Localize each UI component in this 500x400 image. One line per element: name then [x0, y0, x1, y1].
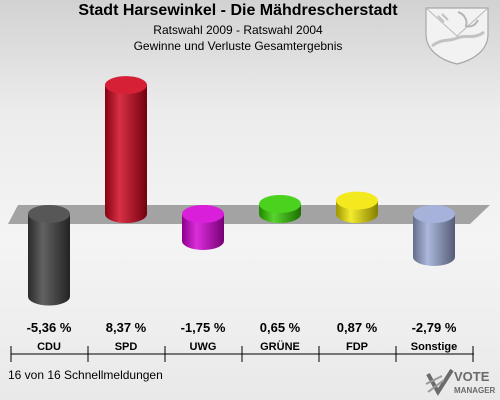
- category-label: CDU: [37, 341, 61, 353]
- value-label: -2,79 %: [412, 320, 457, 335]
- bar-sonstige: [413, 205, 455, 266]
- brand-line-1: VOTE: [454, 369, 490, 384]
- value-label: 8,37 %: [106, 320, 147, 335]
- category-label: Sonstige: [411, 341, 457, 353]
- value-label: -1,75 %: [181, 320, 226, 335]
- chart-subtitle-2: Gewinne und Verluste Gesamtergebnis: [133, 39, 343, 53]
- coat-of-arms-icon: [425, 7, 489, 65]
- check-cross-icon: [425, 368, 454, 396]
- chart-subtitle: Ratswahl 2009 - Ratswahl 2004: [153, 23, 323, 37]
- category-label: GRÜNE: [260, 340, 300, 353]
- value-label: 0,87 %: [337, 320, 378, 335]
- bar-grüne: [259, 194, 301, 223]
- chart-title: Stadt Harsewinkel - Die Mähdrescherstadt: [78, 2, 398, 19]
- bar-fdp: [336, 191, 378, 223]
- category-label: SPD: [115, 341, 138, 353]
- bar-spd: [105, 76, 147, 224]
- category-label: UWG: [190, 341, 217, 353]
- report-count: 16 von 16 Schnellmeldungen: [8, 368, 163, 382]
- category-label: FDP: [346, 341, 368, 353]
- bar-uwg: [182, 205, 224, 250]
- value-label: 0,65 %: [260, 320, 301, 335]
- brand-line-2: MANAGER: [454, 386, 496, 395]
- votemanager-logo: VOTE MANAGER: [425, 368, 496, 396]
- value-label: -5,36 %: [27, 320, 72, 335]
- bar-cdu: [28, 205, 70, 306]
